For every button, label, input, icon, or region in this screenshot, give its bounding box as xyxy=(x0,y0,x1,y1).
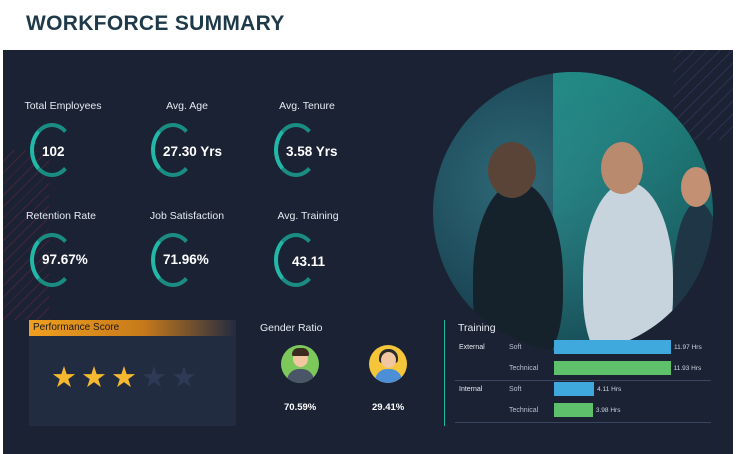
training-group-label: Internal xyxy=(459,386,483,393)
training-type-label: Soft xyxy=(509,386,522,393)
kpi-ring xyxy=(274,123,318,177)
kpi-value: 27.30 Yrs xyxy=(163,144,223,159)
kpi-ring xyxy=(30,233,74,287)
person-silhouette xyxy=(583,182,673,352)
kpi-avg-tenure: Avg. Tenure xyxy=(247,100,367,112)
training-title: Training xyxy=(458,322,496,334)
kpi-value: 97.67% xyxy=(42,252,88,267)
kpi-label: Avg. Age xyxy=(166,100,208,112)
dashboard: Total Employees 102 Avg. Age 27.30 Yrs A… xyxy=(3,50,733,454)
performance-card: Performance Score ★ ★ ★ ★ ★ xyxy=(29,320,236,426)
training-bar xyxy=(554,361,671,375)
kpi-ring xyxy=(274,233,318,287)
kpi-label: Retention Rate xyxy=(25,210,97,222)
kpi-value: 71.96% xyxy=(163,252,209,267)
training-value: 11.93 Hrs xyxy=(673,365,702,372)
training-type-label: Soft xyxy=(509,344,522,351)
kpi-label: Total Employees xyxy=(24,100,102,112)
training-bar xyxy=(554,340,671,354)
training-value: 3.98 Hrs xyxy=(595,407,621,414)
male-percentage: 70.59% xyxy=(284,402,317,413)
kpi-total-employees: Total Employees xyxy=(3,100,123,112)
training-value: 4.11 Hrs xyxy=(597,386,622,393)
person-head xyxy=(601,142,643,194)
star-rating: ★ ★ ★ ★ ★ xyxy=(51,364,197,393)
kpi-label: Job Satisfaction xyxy=(149,210,225,222)
kpi-job-satisfaction: Job Satisfaction xyxy=(127,210,247,222)
star-filled-icon: ★ xyxy=(51,362,77,394)
person-head xyxy=(488,142,536,198)
page-title: WORKFORCE SUMMARY xyxy=(26,12,285,35)
kpi-value: 43.11 xyxy=(292,254,326,269)
kpi-avg-age: Avg. Age xyxy=(127,100,247,112)
training-type-label: Technical xyxy=(509,407,539,414)
person-silhouette xyxy=(673,202,713,352)
kpi-value: 102 xyxy=(42,144,65,159)
kpi-value: 3.58 Yrs xyxy=(286,144,338,159)
kpi-retention-rate: Retention Rate xyxy=(3,210,121,222)
performance-label: Performance Score xyxy=(29,320,236,336)
kpi-label: Avg. Tenure xyxy=(279,100,335,112)
team-photo xyxy=(433,72,713,352)
section-divider xyxy=(444,320,445,426)
person-silhouette xyxy=(473,182,563,352)
training-separator xyxy=(455,380,711,381)
kpi-ring xyxy=(30,123,74,177)
gender-ratio-title: Gender Ratio xyxy=(260,322,323,334)
kpi-ring xyxy=(151,233,195,287)
female-percentage: 29.41% xyxy=(372,402,405,413)
person-head xyxy=(681,167,711,207)
training-group-label: External xyxy=(459,344,485,351)
training-type-label: Technical xyxy=(509,365,539,372)
kpi-ring xyxy=(151,123,195,177)
training-bar xyxy=(554,403,593,417)
training-value: 11.97 Hrs xyxy=(674,344,702,351)
female-avatar-icon xyxy=(369,345,407,383)
star-filled-icon: ★ xyxy=(111,362,137,394)
star-empty-icon: ★ xyxy=(171,362,197,394)
star-empty-icon: ★ xyxy=(141,362,167,394)
kpi-avg-training: Avg. Training xyxy=(248,210,368,222)
kpi-label: Avg. Training xyxy=(277,210,339,222)
training-separator xyxy=(455,422,711,423)
male-avatar-icon xyxy=(281,345,319,383)
training-bar xyxy=(554,382,595,396)
star-filled-icon: ★ xyxy=(81,362,107,394)
